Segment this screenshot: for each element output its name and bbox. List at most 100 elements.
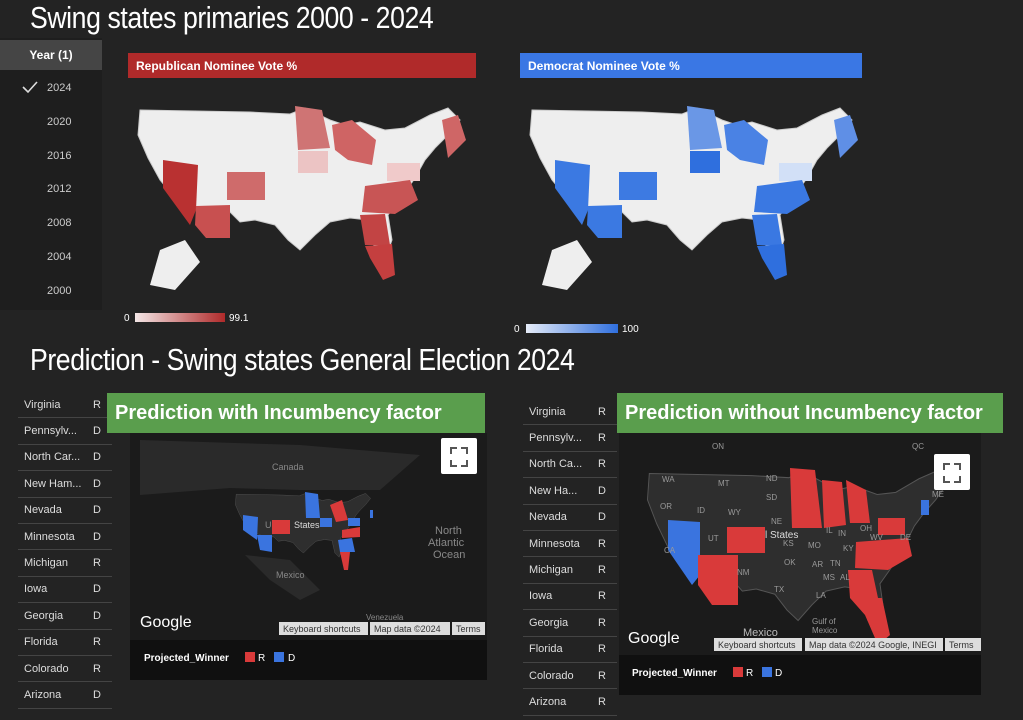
table-row: Iowa R — [523, 584, 617, 611]
state-name: Michigan — [529, 564, 574, 577]
year-option[interactable]: 2020 — [47, 115, 72, 128]
state — [754, 180, 810, 214]
map-label: Gulf of — [812, 617, 836, 626]
winner: D — [598, 511, 606, 524]
map-label: UT — [708, 534, 719, 543]
state — [698, 555, 738, 605]
scale-max: 100 — [622, 324, 639, 335]
state — [850, 598, 890, 645]
map-button[interactable] — [370, 622, 450, 635]
map-button[interactable] — [945, 638, 981, 651]
winner: R — [93, 557, 101, 570]
state — [848, 570, 878, 598]
state-name: Pennsylv... — [24, 425, 77, 438]
state-name: Virginia — [529, 405, 566, 418]
state-name: North Ca... — [529, 458, 583, 471]
map-label: Canada — [272, 462, 304, 472]
table-row: Minnesota D — [18, 524, 112, 551]
map-button[interactable] — [805, 638, 943, 651]
map-button-label[interactable]: Terms — [949, 640, 974, 650]
map-label: North — [435, 525, 462, 537]
map-label: NE — [771, 517, 782, 526]
map-label: KY — [843, 544, 854, 553]
year-option[interactable]: 2024 — [47, 82, 72, 94]
map-label: Venezuela — [366, 613, 404, 622]
color-scale — [526, 324, 618, 333]
map-button-label[interactable]: Map data ©2024 Google, INEGI — [809, 640, 937, 650]
map-labels: Canada U States Mexico North Atlantic Oc… — [265, 462, 465, 622]
alaska — [150, 240, 200, 290]
legend-bg — [130, 640, 487, 680]
table-row: North Car... D — [18, 445, 112, 472]
winner: D — [93, 583, 101, 596]
map-label: OK — [784, 558, 796, 567]
map-button-label[interactable]: Keyboard shortcuts — [718, 640, 796, 650]
winner: R — [598, 458, 606, 471]
map-label: ME — [932, 490, 944, 499]
state — [227, 172, 265, 200]
fullscreen-button[interactable] — [934, 454, 970, 490]
map-label: QC — [912, 442, 924, 451]
legend-label: D — [288, 653, 295, 664]
year-option[interactable]: 2012 — [47, 183, 72, 196]
state — [855, 538, 912, 570]
map-label: TX — [774, 585, 785, 594]
dem-map-title: Democrat Nominee Vote % — [520, 53, 862, 78]
state-name: Iowa — [24, 583, 48, 596]
table-row: Pennsylv... R — [523, 425, 617, 452]
map-label: NM — [737, 568, 750, 577]
table-row: Pennsylv... D — [18, 418, 112, 445]
map-label: ID — [697, 506, 705, 515]
state-name: Georgia — [529, 616, 569, 629]
fullscreen-button[interactable] — [441, 438, 477, 474]
map-label: AR — [812, 560, 823, 569]
map-button-label[interactable]: Keyboard shortcuts — [283, 624, 361, 634]
map-label: MS — [823, 573, 835, 582]
year-option[interactable]: 2016 — [47, 149, 72, 162]
year-filter-header[interactable]: Year (1) — [0, 40, 102, 70]
state — [846, 480, 870, 523]
scale-max: 99.1 — [229, 313, 249, 324]
state — [338, 538, 355, 552]
state — [878, 518, 905, 535]
map-label: ON — [712, 442, 724, 451]
state — [668, 520, 700, 585]
state — [442, 115, 466, 158]
state — [727, 527, 765, 553]
winner: R — [598, 616, 606, 629]
state — [163, 160, 198, 225]
left-map-title: Prediction with Incumbency factor — [107, 393, 485, 433]
map-button-label[interactable]: Terms — [456, 624, 481, 634]
map-button-label[interactable]: Map data ©2024 — [374, 624, 441, 634]
table-row: Arizona D — [18, 682, 112, 709]
map-button[interactable] — [452, 622, 485, 635]
table-row: Nevada D — [523, 505, 617, 531]
map-label: IN — [838, 529, 846, 538]
winner: R — [598, 643, 606, 656]
state — [555, 160, 590, 225]
legend-bg — [619, 655, 981, 695]
year-filter: Year (1) 2024 2020 2016 2012 2008 2004 2000 — [0, 38, 102, 310]
state — [340, 552, 350, 570]
map-button[interactable] — [714, 638, 802, 651]
state-name: Arizona — [24, 689, 62, 702]
state — [921, 500, 929, 515]
map-label: IL — [826, 526, 833, 535]
winner: R — [598, 564, 606, 577]
state-name: Florida — [24, 636, 58, 649]
map-label: ND — [766, 474, 778, 483]
state — [330, 500, 348, 522]
year-option[interactable]: 2004 — [47, 251, 72, 263]
mexico — [245, 555, 320, 600]
state-name: Colorado — [24, 662, 69, 675]
map-label: l States — [765, 530, 798, 541]
year-option[interactable]: 2008 — [47, 217, 72, 230]
table-row: Michigan R — [18, 550, 112, 577]
section-title: Prediction - Swing states General Electi… — [30, 342, 575, 377]
right-map-title: Prediction without Incumbency factor — [617, 393, 1003, 433]
year-option[interactable]: 2000 — [47, 284, 72, 297]
map-button[interactable] — [279, 622, 368, 635]
state — [619, 172, 657, 200]
map-label: States — [294, 520, 320, 530]
